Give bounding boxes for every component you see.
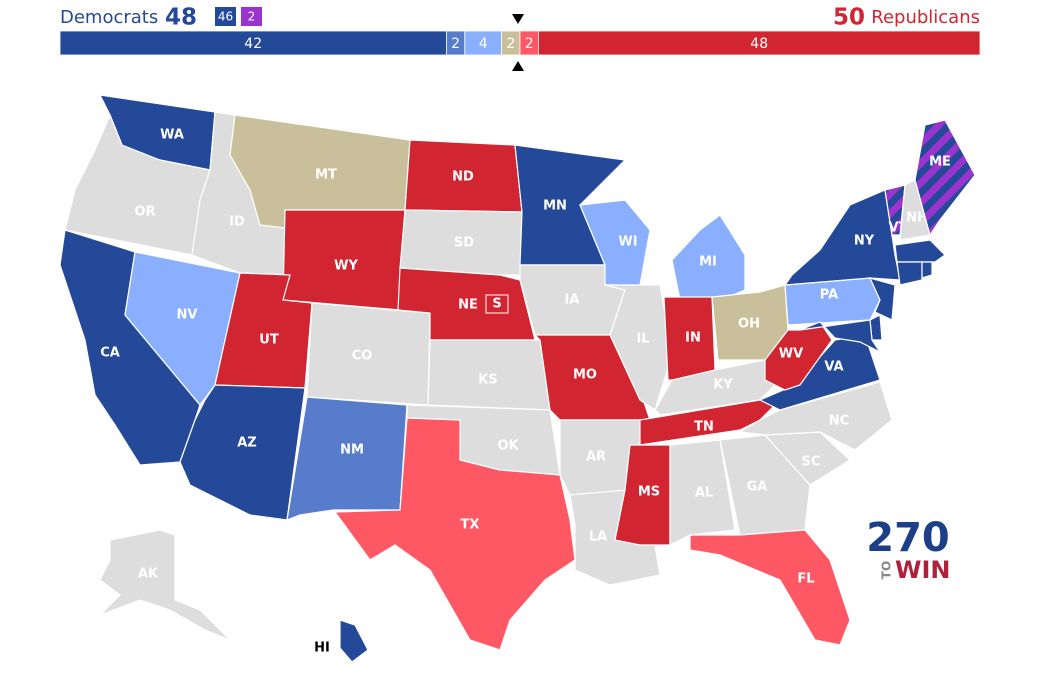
rep-total: 50 <box>833 5 865 31</box>
dem-total: 48 <box>165 5 197 31</box>
state <box>914 119 976 237</box>
state <box>333 417 576 651</box>
special-marker: S <box>492 297 501 312</box>
state-label: NH <box>906 211 928 226</box>
state-label: CA <box>100 346 120 361</box>
state <box>764 321 833 391</box>
state <box>799 319 882 354</box>
state-label: OR <box>134 205 155 220</box>
state-label: IN <box>685 331 701 346</box>
state <box>669 439 736 546</box>
state-label: AK <box>138 567 159 582</box>
bar-segment-label: 2 <box>451 36 460 52</box>
state <box>604 284 673 411</box>
state-label: WY <box>334 259 358 274</box>
bar-segment-label: 2 <box>506 36 515 52</box>
bar-segment <box>464 30 502 56</box>
bar-segment-label: 2 <box>525 36 534 52</box>
state <box>286 396 408 521</box>
state-label: AL <box>695 486 713 501</box>
state-label: NY <box>854 234 875 249</box>
state <box>738 381 893 451</box>
state <box>896 261 923 286</box>
marker-top <box>512 14 524 24</box>
logo-win: WIN <box>895 556 951 584</box>
state-label: OH <box>738 317 760 332</box>
state-label: NE <box>458 298 478 313</box>
state-label: TX <box>461 518 480 533</box>
state-label: ID <box>229 215 245 230</box>
logo-number: 270 <box>866 515 950 561</box>
state-label: IA <box>565 293 580 308</box>
state-label: GA <box>747 480 768 495</box>
state-label: WA <box>160 128 184 143</box>
state-label: WI <box>618 235 637 250</box>
state-label: IL <box>636 332 649 347</box>
state-label: LA <box>589 530 607 545</box>
bar-segment <box>59 30 447 56</box>
special-marker-box <box>485 294 509 314</box>
state-label: CO <box>352 349 373 364</box>
state-label: MT <box>315 168 337 183</box>
marker-bottom <box>512 61 524 71</box>
state-label: MO <box>573 368 597 383</box>
state-label: AZ <box>237 436 257 451</box>
state-label: NV <box>177 308 198 323</box>
state <box>921 261 933 279</box>
state-label: MN <box>543 199 567 214</box>
state-label: FL <box>797 572 814 587</box>
state <box>783 189 901 286</box>
state-label: UT <box>259 333 279 348</box>
state <box>894 239 946 263</box>
state-label: NM <box>340 443 364 458</box>
state-label: AR <box>586 450 606 465</box>
state-label: VA <box>824 360 843 375</box>
state-label: ME <box>929 155 951 170</box>
state <box>689 529 851 646</box>
bar-segment-label: 4 <box>479 36 488 52</box>
state <box>179 384 306 521</box>
map: WA OR CA NV ID MT WY UT AZ CO NM ND SD NE KS OK TX MN IA MO… <box>59 94 976 663</box>
state-label: TN <box>694 420 714 435</box>
state-label: PA <box>820 288 838 303</box>
state-label: KY <box>713 378 733 393</box>
rep-label: Republicans <box>871 7 980 28</box>
bar-segment-label: 48 <box>750 36 768 52</box>
state-label: ND <box>452 170 474 185</box>
state-label: OK <box>497 439 519 454</box>
state-label: MI <box>699 255 717 270</box>
state-label: WV <box>779 347 803 362</box>
dem-label: Democrats <box>60 7 158 28</box>
bar-segment <box>538 30 981 56</box>
state-label: KS <box>478 373 497 388</box>
state <box>99 529 231 641</box>
state <box>124 251 241 406</box>
state-label: NC <box>829 414 849 429</box>
state <box>868 277 896 321</box>
logo-to: TO <box>880 561 894 579</box>
state-label: SC <box>802 455 821 470</box>
state <box>399 209 523 276</box>
state-label: HI <box>314 641 330 656</box>
logo: 270 TO WIN <box>866 515 950 584</box>
bar-segment-label: 42 <box>244 36 262 52</box>
state <box>339 619 369 663</box>
badge <box>241 7 262 26</box>
state-label: SD <box>454 236 474 251</box>
badge-value: 46 <box>218 10 233 24</box>
state-label: MS <box>638 485 660 500</box>
badge <box>215 7 236 26</box>
badge-value: 2 <box>248 10 256 24</box>
